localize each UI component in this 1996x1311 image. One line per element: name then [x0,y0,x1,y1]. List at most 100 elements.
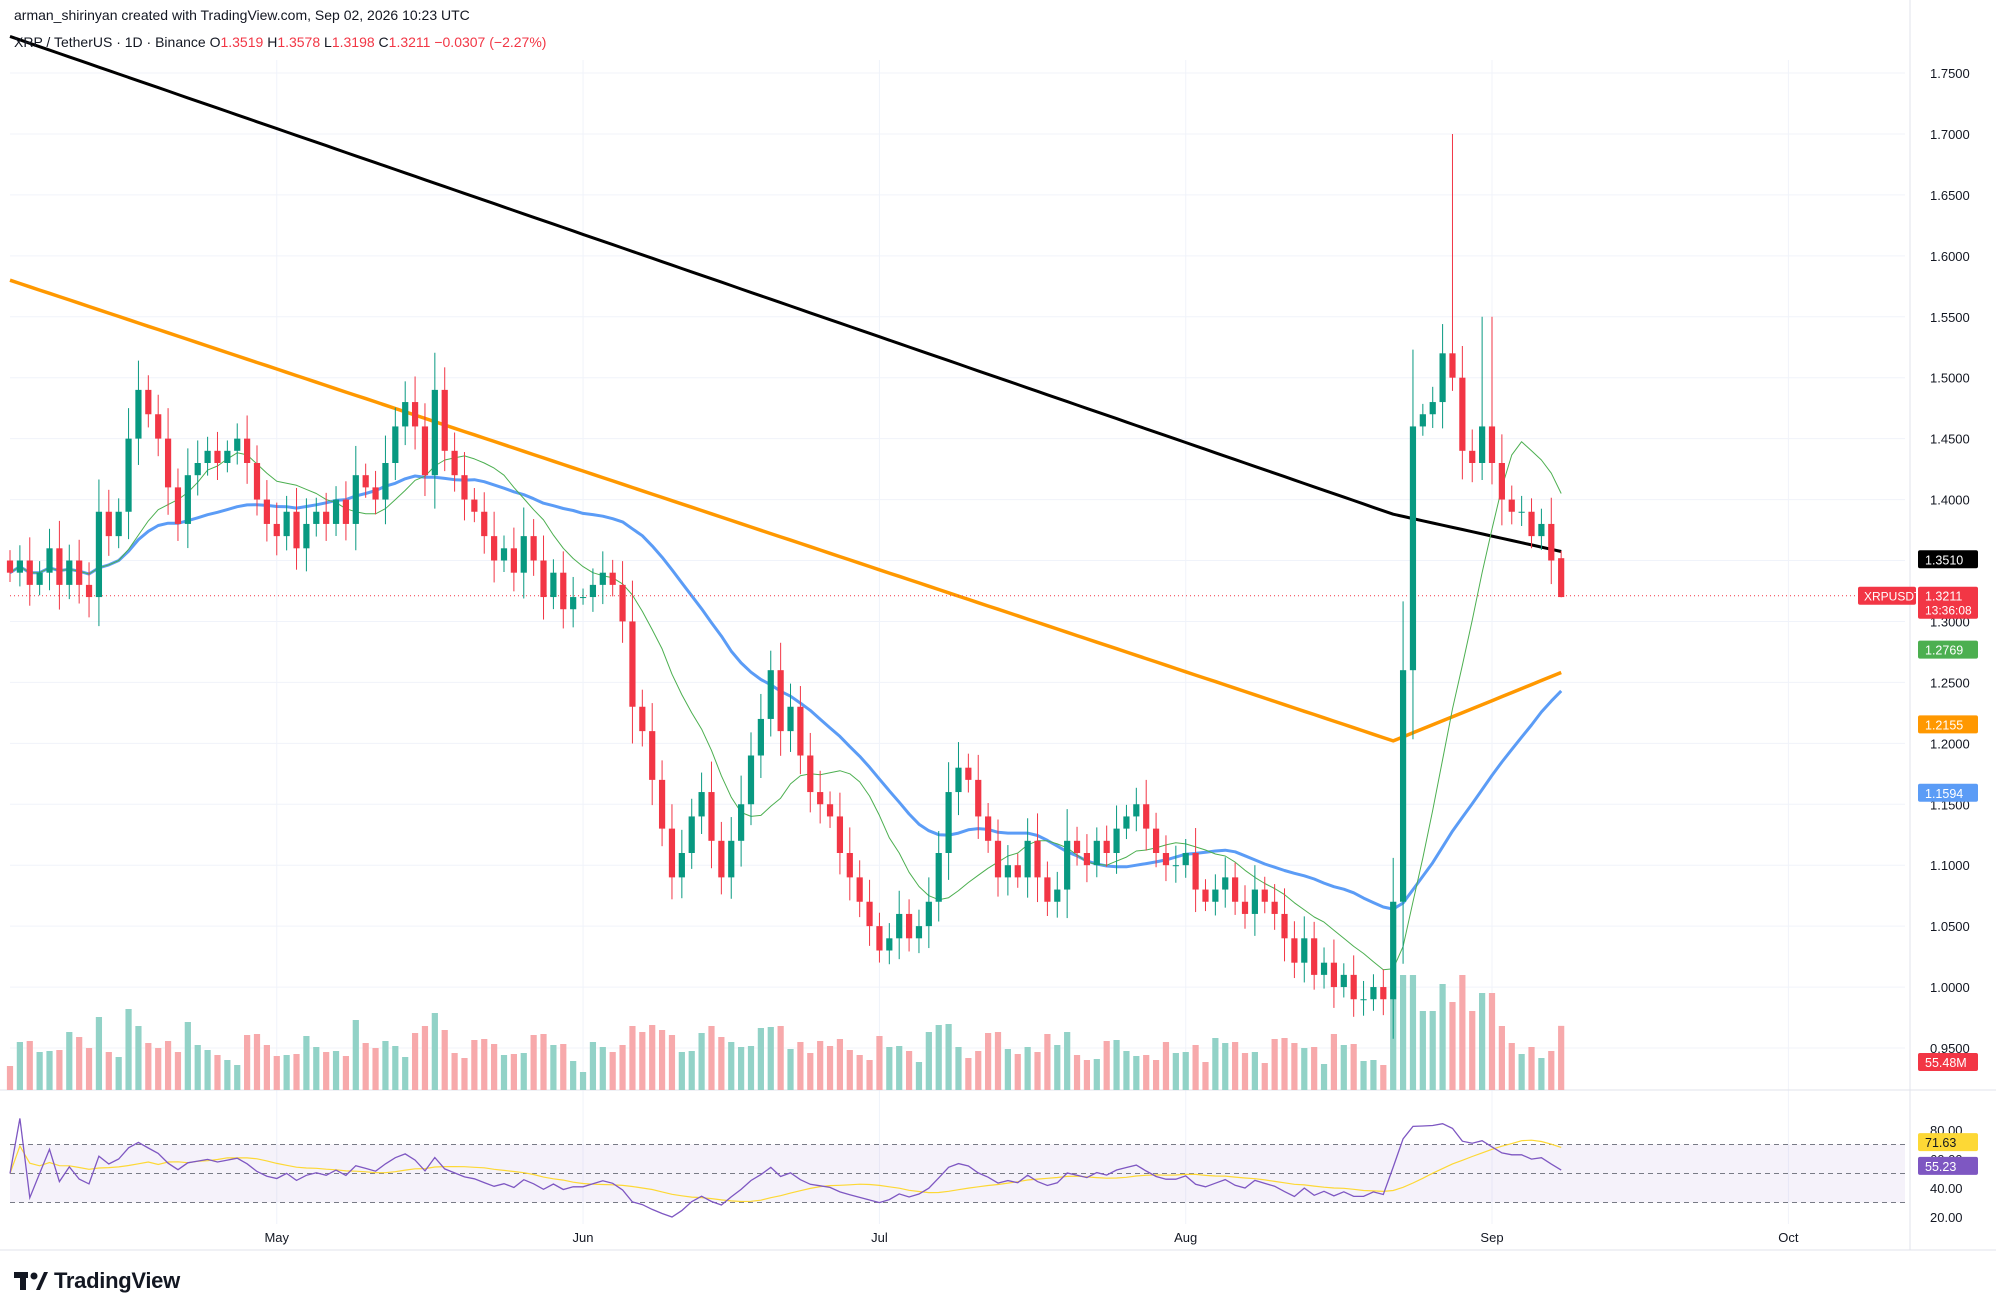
volume-bar [866,1060,873,1090]
price-tick-label: 1.2500 [1930,675,1970,690]
candle-body [965,767,972,780]
candle-body [313,511,320,524]
candle-body [46,548,53,573]
volume-bar [1093,1059,1100,1090]
volume-bar [234,1065,241,1090]
rsi-pane [9,1118,1905,1218]
candle-body [1093,840,1100,866]
rsi-line [9,1118,1562,1218]
volume-bar [342,1056,350,1090]
tradingview-brand[interactable]: TradingView [14,1268,180,1294]
volume-bar [1429,1011,1436,1090]
candle-body [1301,938,1308,963]
rsi-ma-value-label-bg [1918,1133,1978,1152]
candle-body [1241,901,1249,914]
volume-bar [530,1035,537,1090]
rsi-tick-label: 20.00 [1930,1210,1963,1225]
volume-bar [777,1026,784,1090]
candle-body [451,450,458,476]
candle-body [174,487,182,524]
volume-bar [6,1066,14,1090]
volume-bar [263,1045,270,1090]
open-label: O [209,34,221,50]
volume-bar [372,1048,379,1090]
candle-body [105,511,112,537]
volume-bar [1380,1065,1387,1090]
candle-body [1291,938,1298,963]
tradingview-logo-icon [14,1272,48,1290]
candle-body [1528,511,1535,537]
volume-bar [481,1039,488,1090]
candle-body [1508,499,1515,512]
high-label: H [267,34,278,50]
volume-bar [1479,993,1486,1090]
candle-body [1123,816,1130,829]
candle-body [1004,865,1011,878]
ma-value-label-bg [1918,550,1978,569]
candle-body [244,438,251,463]
candle-body [1152,828,1160,853]
volume-bar [411,1033,419,1090]
price-tick-label: 1.2000 [1930,736,1970,751]
candle-body [1172,865,1179,867]
volume-bar [658,1030,666,1090]
volume-bar [629,1026,636,1090]
volume-bar [1004,1049,1011,1090]
candle-body [797,706,804,756]
candle-body [145,389,152,415]
candle-body [135,389,142,439]
symbol-name[interactable]: XRP / TetherUS · 1D · Binance [14,34,206,50]
candle-body [184,475,191,524]
candle-body [1558,558,1565,598]
candle-body [1518,511,1525,513]
volume-bar [174,1052,182,1090]
candle-body [431,389,438,476]
volume-bar [955,1047,962,1090]
candle-body [125,438,132,512]
price-tick-label: 1.0000 [1930,980,1970,995]
candle-body [1271,901,1278,914]
candle-body [589,584,597,598]
candle-body [1083,853,1091,866]
candle-body [411,402,419,427]
ma20-line [9,441,1562,971]
volume-bar [1064,1032,1071,1090]
volume-bar [273,1056,280,1090]
volume-bar [718,1037,725,1090]
time-axis: May Jun Jul Aug Sep Oct [264,1230,1798,1245]
volume-bar [1301,1048,1308,1090]
volume-bar [1311,1047,1318,1090]
candle-body [342,499,350,524]
volume-bar [1123,1051,1130,1090]
volume-bar [36,1052,43,1090]
candle-body [718,840,725,878]
volume-bar [194,1045,201,1090]
volume-bar [708,1026,715,1090]
volume-bar [1034,1052,1041,1090]
candle-body [382,463,389,500]
volume-bar [807,1053,814,1090]
volume-bar [1548,1051,1555,1090]
symbol-ohlc-line[interactable]: XRP / TetherUS · 1D · Binance O1.3519 H1… [14,34,546,50]
volume-bar [1133,1056,1140,1090]
time-tick-label: Jul [871,1230,888,1245]
volume-bar [56,1050,63,1090]
volume-bar [105,1052,112,1090]
candle-body [767,670,774,719]
volume-bar [896,1046,903,1090]
volume-bar [1044,1034,1051,1090]
volume-bar [1508,1043,1515,1090]
price-tick-label: 0.9500 [1930,1041,1970,1056]
candle-body [520,536,527,573]
candle-body [16,560,23,573]
volume-bar [1261,1063,1268,1090]
candle-body [6,560,14,573]
time-tick-label: Aug [1174,1230,1197,1245]
volume-bar [1162,1042,1170,1090]
candle-body [26,560,33,585]
volume-bar [1459,975,1466,1090]
candle-body [392,426,399,463]
price-axis: 1.7500 1.7000 1.6500 1.6000 1.5500 1.5000 1.45… [1858,66,1978,1225]
candle-body [323,511,330,524]
